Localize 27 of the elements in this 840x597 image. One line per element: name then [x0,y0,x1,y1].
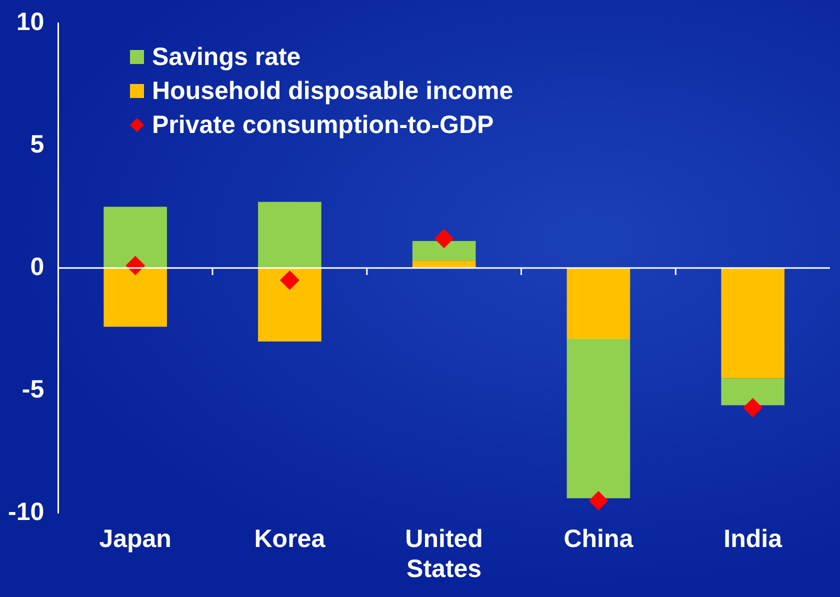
y-tick-label: 5 [30,130,44,158]
x-tick-label: India [724,524,784,553]
y-tick-label: -10 [8,498,44,526]
point [588,491,608,510]
x-tick-label: Korea [254,524,326,553]
bar [258,268,322,342]
point [434,229,454,248]
bar [721,268,784,378]
bar [104,206,167,268]
bar [566,339,630,498]
point [743,398,762,418]
y-tick-label: 10 [16,8,44,36]
x-tick-label: China [564,524,634,553]
legend-label: Household disposable income [152,76,514,106]
bar [412,241,476,261]
bar [104,268,167,327]
legend-label: Savings rate [152,42,301,72]
bar [258,202,322,268]
x-tick-label: Japan [99,524,172,553]
y-tick-label: -5 [22,375,44,404]
x-tick-label: United States [405,524,483,583]
point [280,270,300,290]
legend-label: Private consumption-to-GDP [152,110,494,140]
bar [721,378,784,406]
y-tick-label: 0 [30,252,44,281]
bar [412,260,476,268]
bar [566,268,630,340]
